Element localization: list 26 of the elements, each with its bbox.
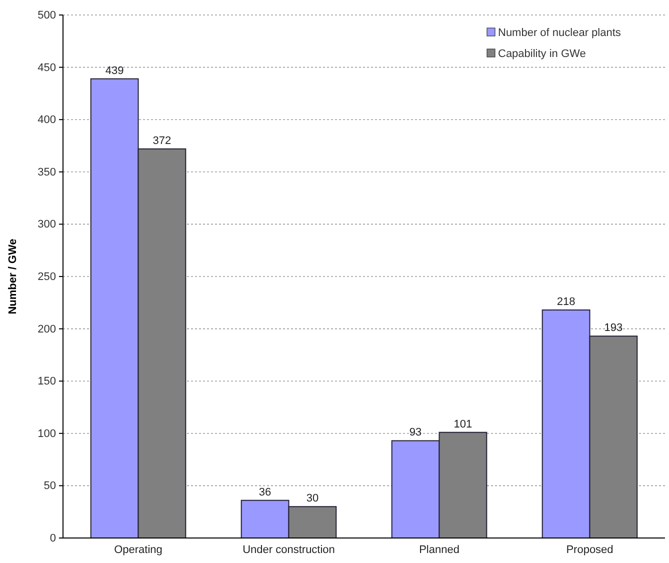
y-tick-label: 0 [50, 532, 56, 545]
y-tick-label: 300 [38, 218, 56, 231]
legend-label: Capability in GWe [498, 48, 586, 60]
data-label: 193 [604, 322, 623, 334]
y-tick-label: 50 [44, 480, 56, 492]
data-label: 36 [258, 486, 272, 498]
x-tick-label: Proposed [566, 544, 614, 556]
data-label: 101 [454, 418, 472, 430]
x-tick-label: Operating [114, 544, 162, 556]
y-tick-label: 350 [38, 166, 56, 178]
y-tick-label: 450 [38, 62, 56, 74]
data-label: 439 [105, 64, 124, 77]
y-tick-label: 150 [38, 376, 56, 388]
y-tick-label: 500 [38, 10, 56, 22]
data-label: 30 [306, 492, 319, 505]
y-tick-label: 100 [38, 428, 56, 440]
y-tick-label: 400 [38, 114, 56, 126]
data-label: 93 [409, 426, 422, 439]
data-label: 372 [152, 134, 172, 147]
y-axis-title: Number / GWe [7, 238, 19, 314]
y-tick-label: 200 [38, 323, 56, 336]
y-tick-label: 250 [38, 271, 56, 284]
x-tick-label: Under construction [242, 544, 335, 556]
data-label: 218 [556, 296, 576, 308]
x-tick-label: Planned [419, 544, 460, 556]
legend-label: Number of nuclear plants [498, 27, 622, 39]
